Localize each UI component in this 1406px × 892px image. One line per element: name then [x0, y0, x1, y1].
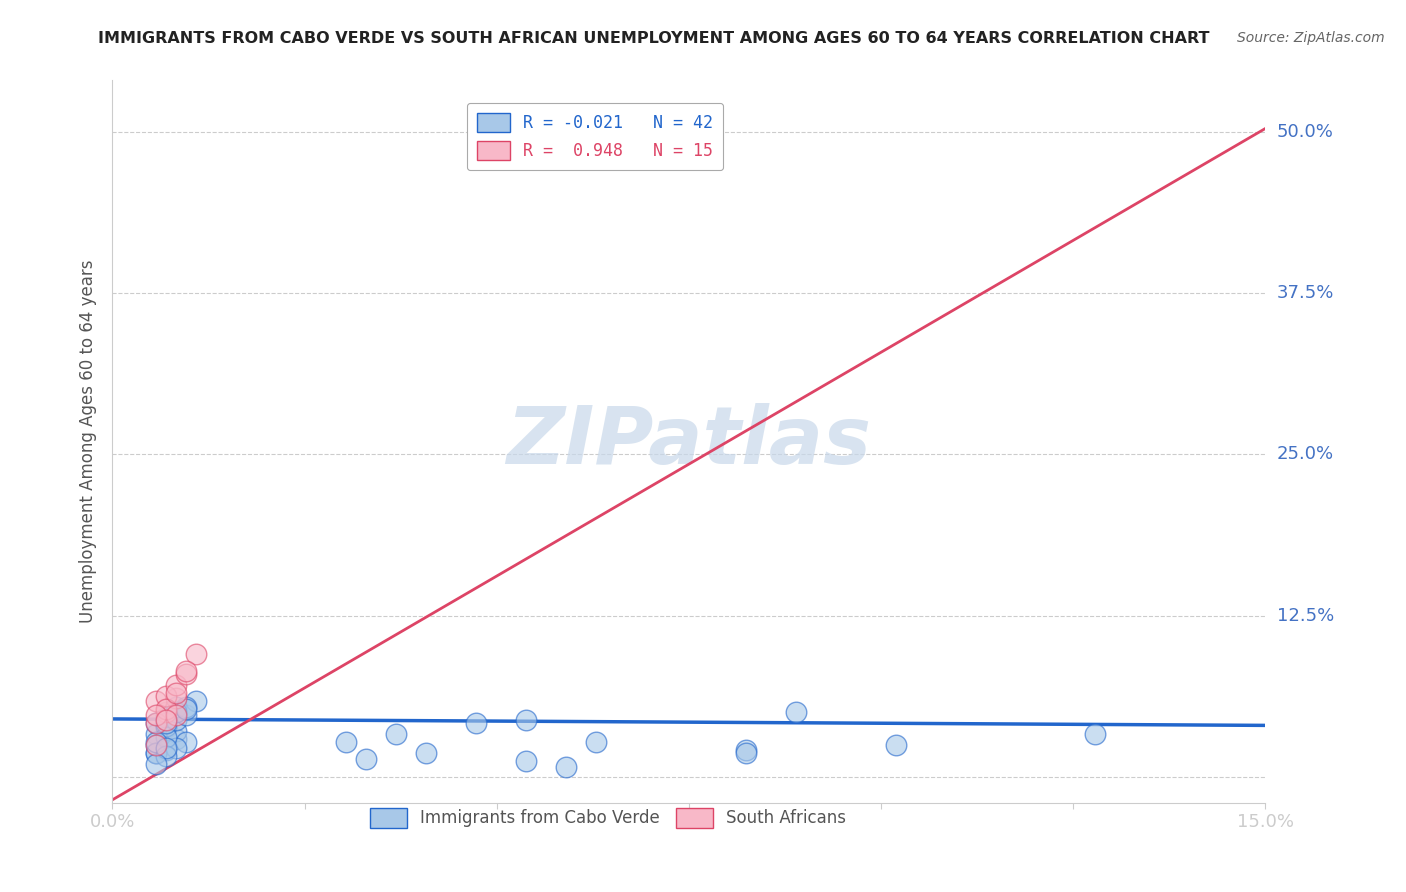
Point — [124, 651, 146, 665]
Point — [108, 721, 131, 735]
Point — [600, 673, 623, 688]
Text: 25.0%: 25.0% — [1277, 445, 1334, 464]
Point — [124, 715, 146, 730]
Point — [132, 708, 155, 723]
Point — [132, 625, 155, 640]
Point — [108, 660, 131, 674]
Point — [254, 708, 277, 723]
Point — [117, 715, 139, 730]
Point — [108, 712, 131, 726]
Point — [117, 690, 139, 704]
Point — [108, 686, 131, 700]
Point — [117, 669, 139, 683]
Point — [139, 660, 162, 674]
Point — [117, 703, 139, 717]
Point — [117, 718, 139, 732]
Point — [117, 692, 139, 706]
Point — [117, 724, 139, 739]
Point — [108, 734, 131, 748]
Point — [124, 666, 146, 681]
Point — [447, 708, 470, 723]
Point — [108, 699, 131, 714]
Point — [678, 712, 700, 726]
Point — [124, 657, 146, 671]
Point — [117, 673, 139, 688]
Point — [394, 731, 416, 746]
Point — [132, 669, 155, 683]
Point — [117, 680, 139, 694]
Point — [124, 677, 146, 691]
Text: 12.5%: 12.5% — [1277, 607, 1334, 624]
Point — [108, 712, 131, 726]
Point — [132, 666, 155, 681]
Point — [108, 686, 131, 700]
Point — [294, 699, 316, 714]
Point — [1101, 715, 1123, 730]
Point — [124, 695, 146, 709]
Point — [354, 686, 377, 700]
Point — [108, 708, 131, 723]
Point — [132, 628, 155, 642]
Point — [117, 682, 139, 697]
Point — [562, 721, 585, 735]
Y-axis label: Unemployment Among Ages 60 to 64 years: Unemployment Among Ages 60 to 64 years — [79, 260, 97, 624]
Point — [124, 706, 146, 720]
Point — [270, 729, 292, 743]
Point — [132, 677, 155, 691]
Point — [124, 673, 146, 688]
Point — [124, 640, 146, 655]
Text: ZIPatlas: ZIPatlas — [506, 402, 872, 481]
Point — [108, 721, 131, 735]
Point — [117, 654, 139, 668]
Text: 37.5%: 37.5% — [1277, 285, 1334, 302]
Text: IMMIGRANTS FROM CABO VERDE VS SOUTH AFRICAN UNEMPLOYMENT AMONG AGES 60 TO 64 YEA: IMMIGRANTS FROM CABO VERDE VS SOUTH AFRI… — [98, 31, 1211, 46]
Point — [108, 677, 131, 691]
Point — [831, 699, 853, 714]
Text: 50.0%: 50.0% — [1277, 123, 1333, 141]
Point — [124, 682, 146, 697]
Point — [425, 738, 447, 752]
Point — [117, 686, 139, 700]
Text: Source: ZipAtlas.com: Source: ZipAtlas.com — [1237, 31, 1385, 45]
Point — [1024, 690, 1046, 704]
Legend: Immigrants from Cabo Verde, South Africans: Immigrants from Cabo Verde, South Africa… — [363, 802, 853, 834]
Point — [139, 605, 162, 619]
Point — [394, 682, 416, 697]
Point — [562, 718, 585, 732]
Point — [316, 721, 339, 735]
